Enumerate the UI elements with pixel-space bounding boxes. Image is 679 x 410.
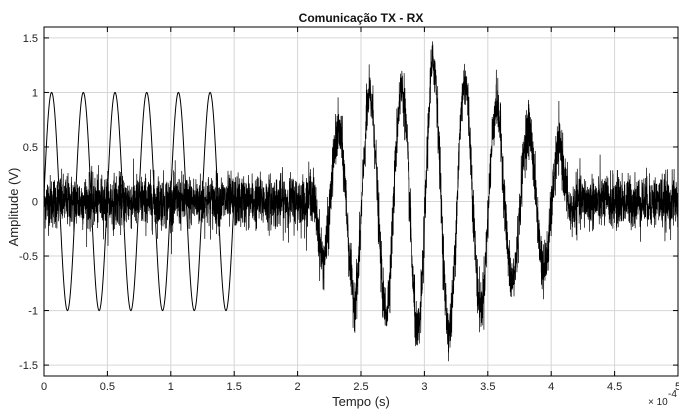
y-tick-label: -1 bbox=[28, 306, 38, 318]
x-tick-label: 5 bbox=[675, 381, 679, 393]
x-tick-label: 2.5 bbox=[353, 381, 368, 393]
y-tick-label: 0 bbox=[32, 197, 38, 209]
y-axis-label: Amplitude (V) bbox=[6, 168, 21, 247]
x-multiplier-exponent: -4 bbox=[668, 389, 677, 400]
x-tick-label: 3.5 bbox=[480, 381, 495, 393]
x-tick-label: 1.5 bbox=[227, 381, 242, 393]
x-tick-label: 4 bbox=[548, 381, 554, 393]
x-tick-label: 4.5 bbox=[607, 381, 622, 393]
x-tick-label: 3 bbox=[421, 381, 427, 393]
x-tick-label: 0.5 bbox=[100, 381, 115, 393]
x-tick-label: 1 bbox=[168, 381, 174, 393]
x-tick-label: 0 bbox=[41, 381, 47, 393]
x-tick-label: 2 bbox=[295, 381, 301, 393]
series-rx-line bbox=[44, 41, 678, 362]
y-tick-label: -0.5 bbox=[19, 251, 38, 263]
y-tick-label: 1 bbox=[32, 87, 38, 99]
chart-title: Comunicação TX - RX bbox=[299, 11, 424, 25]
x-axis-label: Tempo (s) bbox=[332, 394, 390, 409]
y-tick-label: 0.5 bbox=[23, 142, 38, 154]
plot-area bbox=[44, 41, 678, 362]
x-multiplier-label: × 10 bbox=[648, 397, 668, 408]
y-tick-label: -1.5 bbox=[19, 360, 38, 372]
y-tick-label: 1.5 bbox=[23, 33, 38, 45]
axis-ticks: 0 0.5 1 1.5 2 2.5 3 3.5 4 4.5 5 -1.5 -1 -0.5 0 0.5 1 1.5 bbox=[19, 27, 679, 393]
